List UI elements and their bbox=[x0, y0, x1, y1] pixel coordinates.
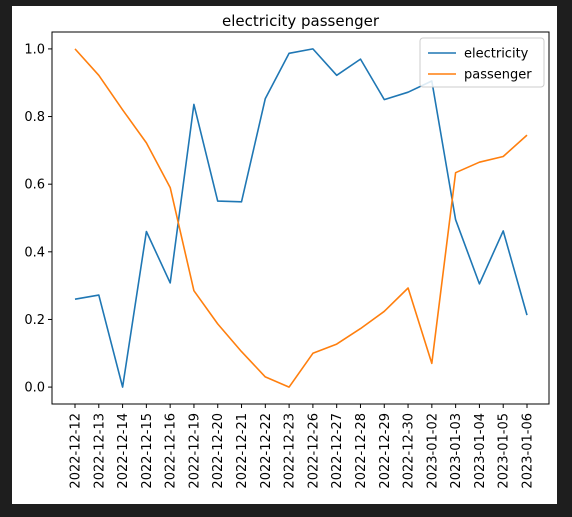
legend-label: electricity bbox=[464, 47, 529, 62]
x-tick-label: 2023-01-05 bbox=[497, 413, 512, 489]
x-tick-label: 2022-12-12 bbox=[69, 413, 84, 489]
y-tick-label: 0.0 bbox=[24, 381, 45, 396]
series-line-electricity bbox=[74, 48, 528, 388]
x-tick-label: 2022-12-21 bbox=[235, 413, 250, 489]
x-tick-label: 2022-12-27 bbox=[330, 413, 345, 489]
x-tick-label: 2022-12-13 bbox=[92, 413, 107, 489]
y-tick-label: 0.8 bbox=[24, 110, 45, 125]
line-chart: electricity passenger 0.0 0.2 0.4 0.6 0.8 1.0… bbox=[24, 12, 550, 489]
series-line-passenger bbox=[74, 48, 528, 388]
x-tick-label: 2023-01-04 bbox=[473, 413, 488, 489]
figure: electricity passenger 0.0 0.2 0.4 0.6 0.8 1.0… bbox=[12, 6, 557, 504]
x-tick-label: 2022-12-30 bbox=[402, 413, 417, 489]
y-tick-label: 0.2 bbox=[24, 313, 45, 328]
x-axis: 2022-12-12 2022-12-13 2022-12-14 2022-12-15… bbox=[69, 404, 536, 489]
x-tick-label: 2023-01-06 bbox=[521, 413, 536, 489]
x-tick-label: 2022-12-29 bbox=[378, 413, 393, 489]
y-tick-label: 0.6 bbox=[24, 178, 45, 193]
plot-area-frame bbox=[51, 31, 550, 405]
y-tick-label: 1.0 bbox=[24, 42, 45, 57]
x-tick-label: 2023-01-03 bbox=[449, 413, 464, 489]
x-tick-label: 2023-01-02 bbox=[425, 413, 440, 489]
x-tick-label: 2022-12-15 bbox=[140, 413, 155, 489]
x-tick-label: 2022-12-23 bbox=[283, 413, 298, 489]
x-tick-label: 2022-12-14 bbox=[116, 413, 131, 489]
x-tick-label: 2022-12-20 bbox=[211, 413, 226, 489]
legend: electricity passenger bbox=[419, 37, 545, 88]
y-axis: 0.0 0.2 0.4 0.6 0.8 1.0 bbox=[24, 42, 52, 396]
x-tick-label: 2022-12-19 bbox=[187, 413, 202, 489]
x-tick-label: 2022-12-26 bbox=[306, 413, 321, 489]
x-tick-label: 2022-12-22 bbox=[259, 413, 274, 489]
x-tick-label: 2022-12-28 bbox=[354, 413, 369, 489]
legend-label: passenger bbox=[464, 68, 532, 83]
series-lines bbox=[74, 48, 528, 388]
x-tick-label: 2022-12-16 bbox=[164, 413, 179, 489]
chart-title: electricity passenger bbox=[222, 12, 380, 30]
y-tick-label: 0.4 bbox=[24, 245, 45, 260]
